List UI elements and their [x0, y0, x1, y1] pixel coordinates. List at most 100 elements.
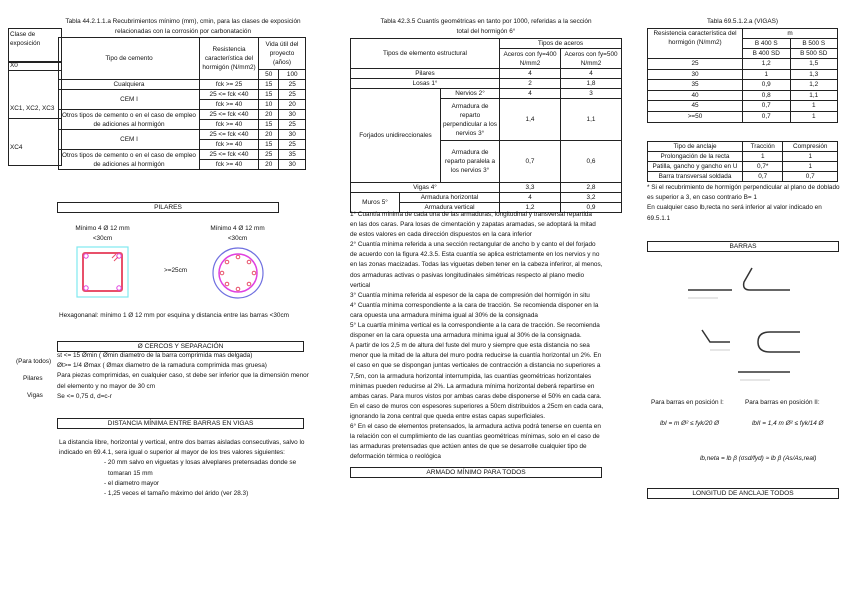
cell: 1 — [742, 68, 791, 81]
cell: 25 <= fck <40 — [199, 149, 259, 160]
cell: 0,7 — [742, 110, 791, 123]
header-traccion: Tracción — [741, 141, 784, 152]
header-resistencia: Resistencia característica del hormigón … — [199, 37, 259, 80]
cell: 20 — [257, 129, 280, 140]
cell: 0,9 — [742, 79, 791, 91]
circular-column-diagram — [212, 247, 264, 299]
cercos-text: st <= 15 Ømin ( Ømin diametro de la barr… — [57, 351, 309, 402]
cell: 0,7* — [741, 161, 784, 172]
cell: fck >= 40 — [199, 159, 259, 170]
note-line: 5° La cuartía mínima vertical es la corr… — [350, 322, 600, 330]
table1-title: Tabla 44.2.1.1.a Recubrimientos mínimo (… — [65, 18, 301, 25]
cell: fck >= 25 — [199, 79, 259, 90]
table-row: CEM I 25 <= fck <40 15 25 — [58, 89, 306, 110]
table3: Resistencia característica del hormigón … — [647, 28, 838, 123]
note-line: En el caso de muros con espesores superi… — [350, 402, 604, 410]
cell: 0,6 — [560, 140, 622, 183]
cell: 1,5 — [789, 58, 838, 70]
cell: 25 — [647, 58, 743, 70]
cell: 20 — [278, 99, 306, 110]
formula-posicion-1: lbI = m Ø² ≤ fyk/20 Ø — [660, 420, 720, 427]
formula-lb-neta: lb,neta = lb β (σsd/fyd) ≈ lb β (As/As,r… — [700, 455, 817, 462]
cell: 30 — [278, 129, 306, 140]
cell: 25 — [278, 119, 306, 130]
pilares-right-sep: <30cm — [227, 235, 248, 242]
cell: Barra transversal soldada — [647, 171, 743, 182]
table4-anclaje: Tipo de anclaje Tracción Compresión Prolon… — [647, 141, 838, 182]
note-line: deformación térmica o reológica — [350, 453, 441, 461]
table-row: Cualquiera fck >= 25 15 25 — [58, 79, 306, 90]
header-compresion: Compresión — [782, 141, 838, 152]
note-line: en las dos caras. Para losas de cimentac… — [350, 221, 596, 229]
table1-subtitle: relacionadas con la corrosión por carbon… — [114, 28, 252, 35]
pilares-right-label: Mínimo 4 Ø 12 mm — [210, 225, 265, 232]
header-tipo: Tipo de cemento — [58, 37, 200, 80]
cell: 25 — [257, 149, 280, 160]
cell: 3 — [560, 88, 622, 99]
header-tipo-anclaje: Tipo de anclaje — [647, 141, 743, 152]
note-line: la relación con el cumplimiento de las c… — [350, 433, 600, 441]
cell: 1 — [782, 161, 838, 172]
table-row: CEM I 25 <= fck <40 20 30 — [58, 129, 306, 150]
note-line: disponer en la cara opuesta una armadura… — [350, 332, 582, 340]
table-row: Muros 5° Armadura horizontal 4 3,2 — [350, 192, 622, 213]
cell: 1,8 — [560, 78, 622, 89]
cell: >=50 — [647, 110, 743, 123]
table2-title: Tabla 42.3.5 Cuantís geométricas en tant… — [380, 18, 592, 25]
note-line: el caso en que se dispongan juntas verti… — [350, 362, 601, 370]
posicion-1-label: Para barras en posición I: — [651, 399, 724, 406]
cell: 3,2 — [560, 192, 622, 203]
table-row: >=50 0,7 1 — [647, 110, 838, 123]
cell: 0,8 — [742, 89, 791, 102]
cell: 0,7 — [741, 171, 784, 182]
cell: 35 — [278, 149, 306, 160]
text-line: - el diametro mayor — [104, 479, 160, 487]
text-line: Øt>= 1/4 Ømax ( Ømax diametro de la rama… — [57, 362, 267, 370]
text-line: Se <= 0,75 d, d=c-r — [57, 392, 112, 400]
cell: 25 <= fck <40 — [199, 109, 259, 120]
note-line: cara opuesta una armadura mínima igual a… — [350, 311, 538, 319]
cell: Armadura de reparto paralela a los nervi… — [440, 140, 500, 183]
distancia-text: La distancia libre, horizontal y vertica… — [59, 438, 304, 499]
cell: 35 — [647, 79, 743, 91]
cell: 20 — [257, 109, 280, 120]
cell: Armadura de reparto perpendicular a los … — [440, 98, 500, 141]
header-100: 100 — [278, 69, 306, 80]
header-b500sd: B 500 SD — [789, 48, 838, 59]
cell: fck >= 40 — [199, 139, 259, 150]
note-line: 2° Cuantía mínima referida a una sección… — [350, 241, 596, 249]
armado-minimo-header: ARMADO MÍNIMO PARA TODOS — [350, 467, 602, 478]
table-row: 30 1 1,3 — [647, 68, 838, 81]
header-aceros: Tipos de aceros — [499, 38, 622, 49]
cell: 4 — [499, 88, 561, 99]
cell: Patilla, gancho y gancho en U — [647, 161, 743, 172]
cell: 0,7 — [782, 171, 838, 182]
text-line: tomaran 15 mm — [108, 469, 153, 477]
note-line: de estos valores en cada dirección dispu… — [350, 231, 532, 239]
barras-header: BARRAS — [647, 241, 839, 252]
label-para-todos: (Para todos) — [16, 358, 52, 365]
pilares-min-dim: >=25cm — [164, 267, 188, 274]
note-line: menor que la mitad de la altura del muro… — [350, 352, 602, 360]
cell: 4 — [499, 68, 561, 79]
table-row: Otros tipos de cemento o en el caso de e… — [58, 149, 306, 170]
cell: 4 — [560, 68, 622, 79]
cell: 0,7 — [499, 140, 561, 183]
cell: 30 — [278, 109, 306, 120]
note-line: dos armaduras activas o pasivas longitud… — [350, 271, 585, 279]
longitud-anclaje-header: LONGITUD DE ANCLAJE TODOS — [647, 488, 839, 499]
cell: 25 <= fck <40 — [199, 129, 259, 140]
cell: 0,9 — [560, 202, 622, 213]
table-row: Losas 1° 2 1,8 — [350, 78, 622, 89]
cell: Armadura horizontal — [399, 192, 500, 203]
cell: Nervios 2° — [440, 88, 500, 99]
cell: 1,2 — [742, 58, 791, 70]
cell: 1 — [789, 100, 838, 112]
cell: 1 — [789, 110, 838, 123]
header-tipos: Tipos de elemento estructural — [350, 38, 500, 69]
cell: 25 — [278, 139, 306, 150]
anchorage-types-diagram — [688, 267, 800, 381]
note-line: A partir de los 2,5 m de altura del fust… — [350, 342, 590, 350]
header-vida: Vida útil del proyecto (años) — [258, 37, 306, 70]
